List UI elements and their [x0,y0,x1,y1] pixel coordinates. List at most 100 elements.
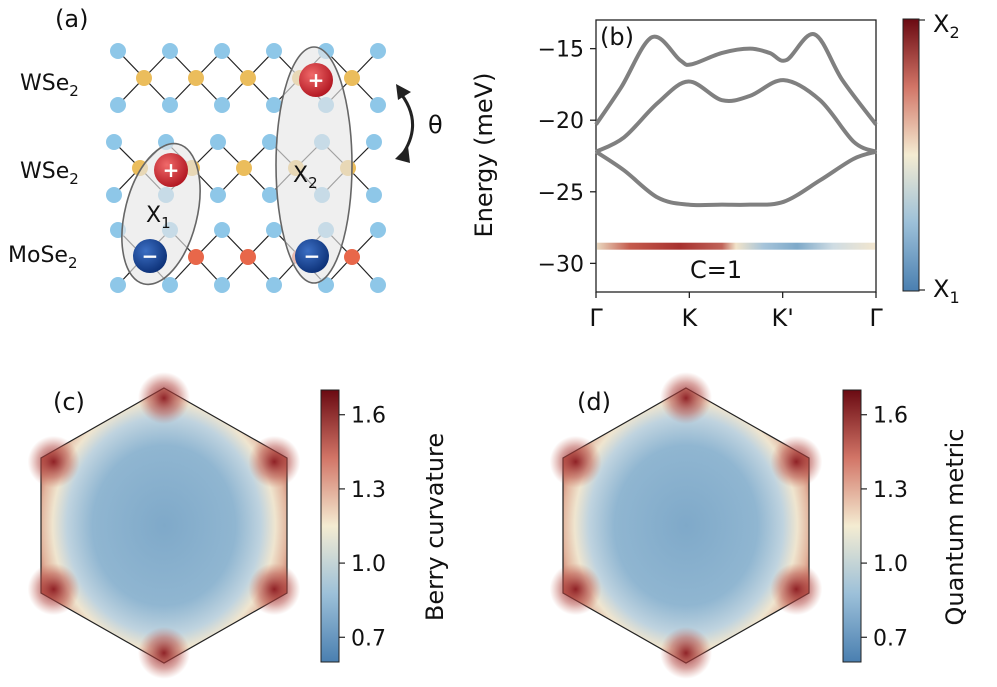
exciton-2-ellipse [275,46,353,284]
electron-2-sign: − [304,244,321,268]
hexagon-corner-hotspot [138,626,190,679]
twist-arrow [396,89,415,156]
colorbar-tick-label: 1.6 [351,404,386,429]
hexagon-corner-hotspot [660,372,712,425]
panel-a: (a) + − + − X1 X2 WSe2 WSe2 MoSe2 [8,5,443,293]
berry-curvature-map [27,372,301,679]
hexagon-corner-hotspot [660,626,712,679]
band-colorbar [902,18,920,292]
chalcogen-atom [370,277,386,293]
colorbar-top-label: X2 [933,10,960,42]
chalcogen-atom [266,277,282,293]
quantum-metric-map [549,372,823,679]
band-line-2 [595,78,877,154]
chalcogen-atom [266,222,282,238]
band-y-axis-label: Energy (meV) [470,73,498,238]
berry-curvature-hexagon [40,387,288,664]
y-tick-label: −25 [538,181,584,206]
berry-colorbar [320,389,340,663]
chalcogen-atom [162,97,178,113]
chalcogen-atom [106,134,122,150]
panel-d: (d) 1.6 1.3 1.0 0.7 Quantum metric [549,372,969,679]
hole-1-sign: + [163,158,180,182]
colorbar-tick-label: 1.6 [873,404,908,429]
quantum-metric-hexagon [562,387,810,664]
x-tick-label: K [681,304,698,332]
chalcogen-atom [266,97,282,113]
hole-2: + [299,63,333,97]
y-tick-label: −30 [538,252,584,277]
metal-atom [344,249,360,265]
colorbar-tick-label: 0.7 [873,626,908,651]
chalcogen-atom [370,43,386,59]
layer-label-bottom: MoSe2 [8,243,78,272]
panel-c-label: (c) [53,388,85,416]
panel-d-label: (d) [577,388,611,416]
hexagon-corner-hotspot [248,435,301,488]
metric-colorbar-label: Quantum metric [941,429,969,626]
band-lines [594,32,878,208]
hole-2-sign: + [308,68,325,92]
chalcogen-atom [110,43,126,59]
y-tick-label: −15 [538,38,584,63]
band-line-3 [594,149,877,208]
chalcogen-atom [106,187,122,203]
x-tick-label: Γ [589,304,603,332]
x-tick-label: Γ [869,304,883,332]
panel-c: (c) 1.6 1.3 1.0 0.7 Berry curvature [27,372,449,679]
chalcogen-atom [210,187,226,203]
colorbar-tick-label: 1.0 [873,552,908,577]
berry-colorbar-label: Berry curvature [421,433,449,621]
metal-atom [236,160,252,176]
chalcogen-atom [262,187,278,203]
hexagon-corner-hotspot [549,435,602,488]
chalcogen-atom [110,277,126,293]
hexagon-corner-hotspot [138,372,190,425]
twist-arrow-head-bottom [395,146,410,163]
hexagon-corner-hotspot [27,435,80,488]
chalcogen-atom [370,222,386,238]
hexagon-corner-hotspot [27,563,80,616]
chern-number-label: C=1 [690,256,742,284]
chalcogen-atom [366,134,382,150]
chalcogen-atom [214,97,230,113]
twist-angle-label: θ [428,111,443,139]
hexagon-corner-hotspot [549,563,602,616]
electron-2: − [295,239,329,273]
metal-atom [240,249,256,265]
band-line-1 [594,32,878,126]
chalcogen-atom [214,222,230,238]
flat-band [597,242,875,250]
chalcogen-atom [210,134,226,150]
metal-atom [188,70,204,86]
metric-colorbar [842,389,862,663]
chalcogen-atom [110,97,126,113]
exciton-1-label: X1 [146,203,171,232]
chalcogen-atom [262,134,278,150]
metal-atom [344,70,360,86]
band-x-ticks: Γ K K' Γ [589,292,883,332]
colorbar-tick-label: 0.7 [351,626,386,651]
metal-atom [188,249,204,265]
colorbar-tick-label: 1.0 [351,552,386,577]
hexagon-corner-hotspot [770,563,823,616]
band-y-ticks: −15 −20 −25 −30 [538,38,596,277]
chalcogen-atom [214,43,230,59]
panel-b-label: (b) [600,23,634,51]
panel-a-label: (a) [55,5,88,33]
electron-1: − [133,239,167,273]
chalcogen-atom [370,97,386,113]
chalcogen-atom [214,277,230,293]
colorbar-tick-label: 1.3 [873,478,908,503]
metric-colorbar-ticks: 1.6 1.3 1.0 0.7 [861,404,908,651]
metal-atom [240,70,256,86]
twist-arrow-head-top [396,84,411,100]
chalcogen-atom [162,277,178,293]
panel-b: (b) C=1 −15−20−25−30 Γ K K' Γ Energy (meV) … [470,10,960,332]
berry-colorbar-ticks: 1.6 1.3 1.0 0.7 [339,404,386,651]
metal-atom [136,70,152,86]
layer-label-top: WSe2 [20,71,79,100]
layer-label-middle: WSe2 [20,159,79,188]
hole-1: + [154,153,188,187]
